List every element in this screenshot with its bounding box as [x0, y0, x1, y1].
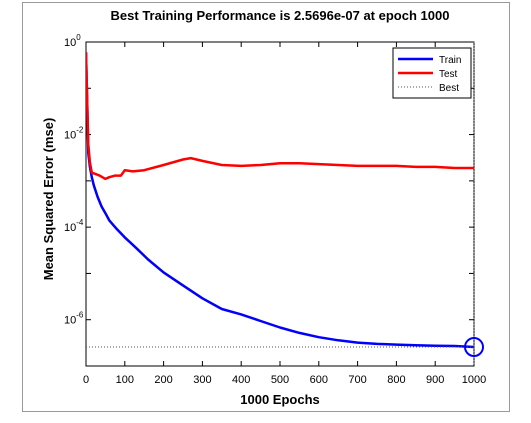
y-tick-exponent: 0: [76, 33, 81, 42]
x-tick-label: 400: [232, 374, 250, 386]
series-lines: [86, 42, 484, 366]
axes: 0 100 200 300 400 500 600 700 800 900 100010-610-4…: [64, 33, 486, 386]
y-tick-base: 10: [64, 222, 76, 234]
y-axis-label: Mean Squared Error (mse): [41, 118, 56, 281]
train-series-line: [86, 52, 474, 349]
legend-label-train: Train: [439, 55, 461, 66]
y-tick-label: 10-6: [64, 311, 84, 327]
y-tick-exponent: -4: [76, 218, 84, 227]
x-tick-label: 100: [116, 374, 134, 386]
x-tick-label: 200: [154, 374, 172, 386]
x-axis-label: 1000 Epochs: [240, 392, 320, 407]
x-tick-label: 700: [348, 374, 366, 386]
y-tick-base: 10: [64, 37, 76, 49]
legend: Train Test Best: [392, 47, 472, 99]
test-series-line: [86, 52, 474, 181]
chart-title: Best Training Performance is 2.5696e-07 …: [111, 8, 450, 23]
x-tick-label: 500: [271, 374, 289, 386]
legend-label-test: Test: [439, 69, 458, 80]
x-tick-label: 1000: [462, 374, 486, 386]
y-tick-base: 10: [64, 130, 76, 142]
y-tick-exponent: -2: [76, 126, 84, 135]
x-tick-label: 0: [83, 374, 89, 386]
y-tick-exponent: -6: [76, 311, 84, 320]
y-tick-label: 100: [64, 33, 81, 49]
y-tick-label: 10-2: [64, 126, 84, 142]
y-tick-label: 10-4: [64, 218, 84, 234]
y-tick-base: 10: [64, 315, 76, 327]
x-tick-label: 900: [426, 374, 444, 386]
x-tick-label: 600: [310, 374, 328, 386]
x-tick-label: 300: [193, 374, 211, 386]
x-tick-label: 800: [387, 374, 405, 386]
legend-label-best: Best: [439, 83, 459, 94]
best-marker: [464, 337, 484, 358]
